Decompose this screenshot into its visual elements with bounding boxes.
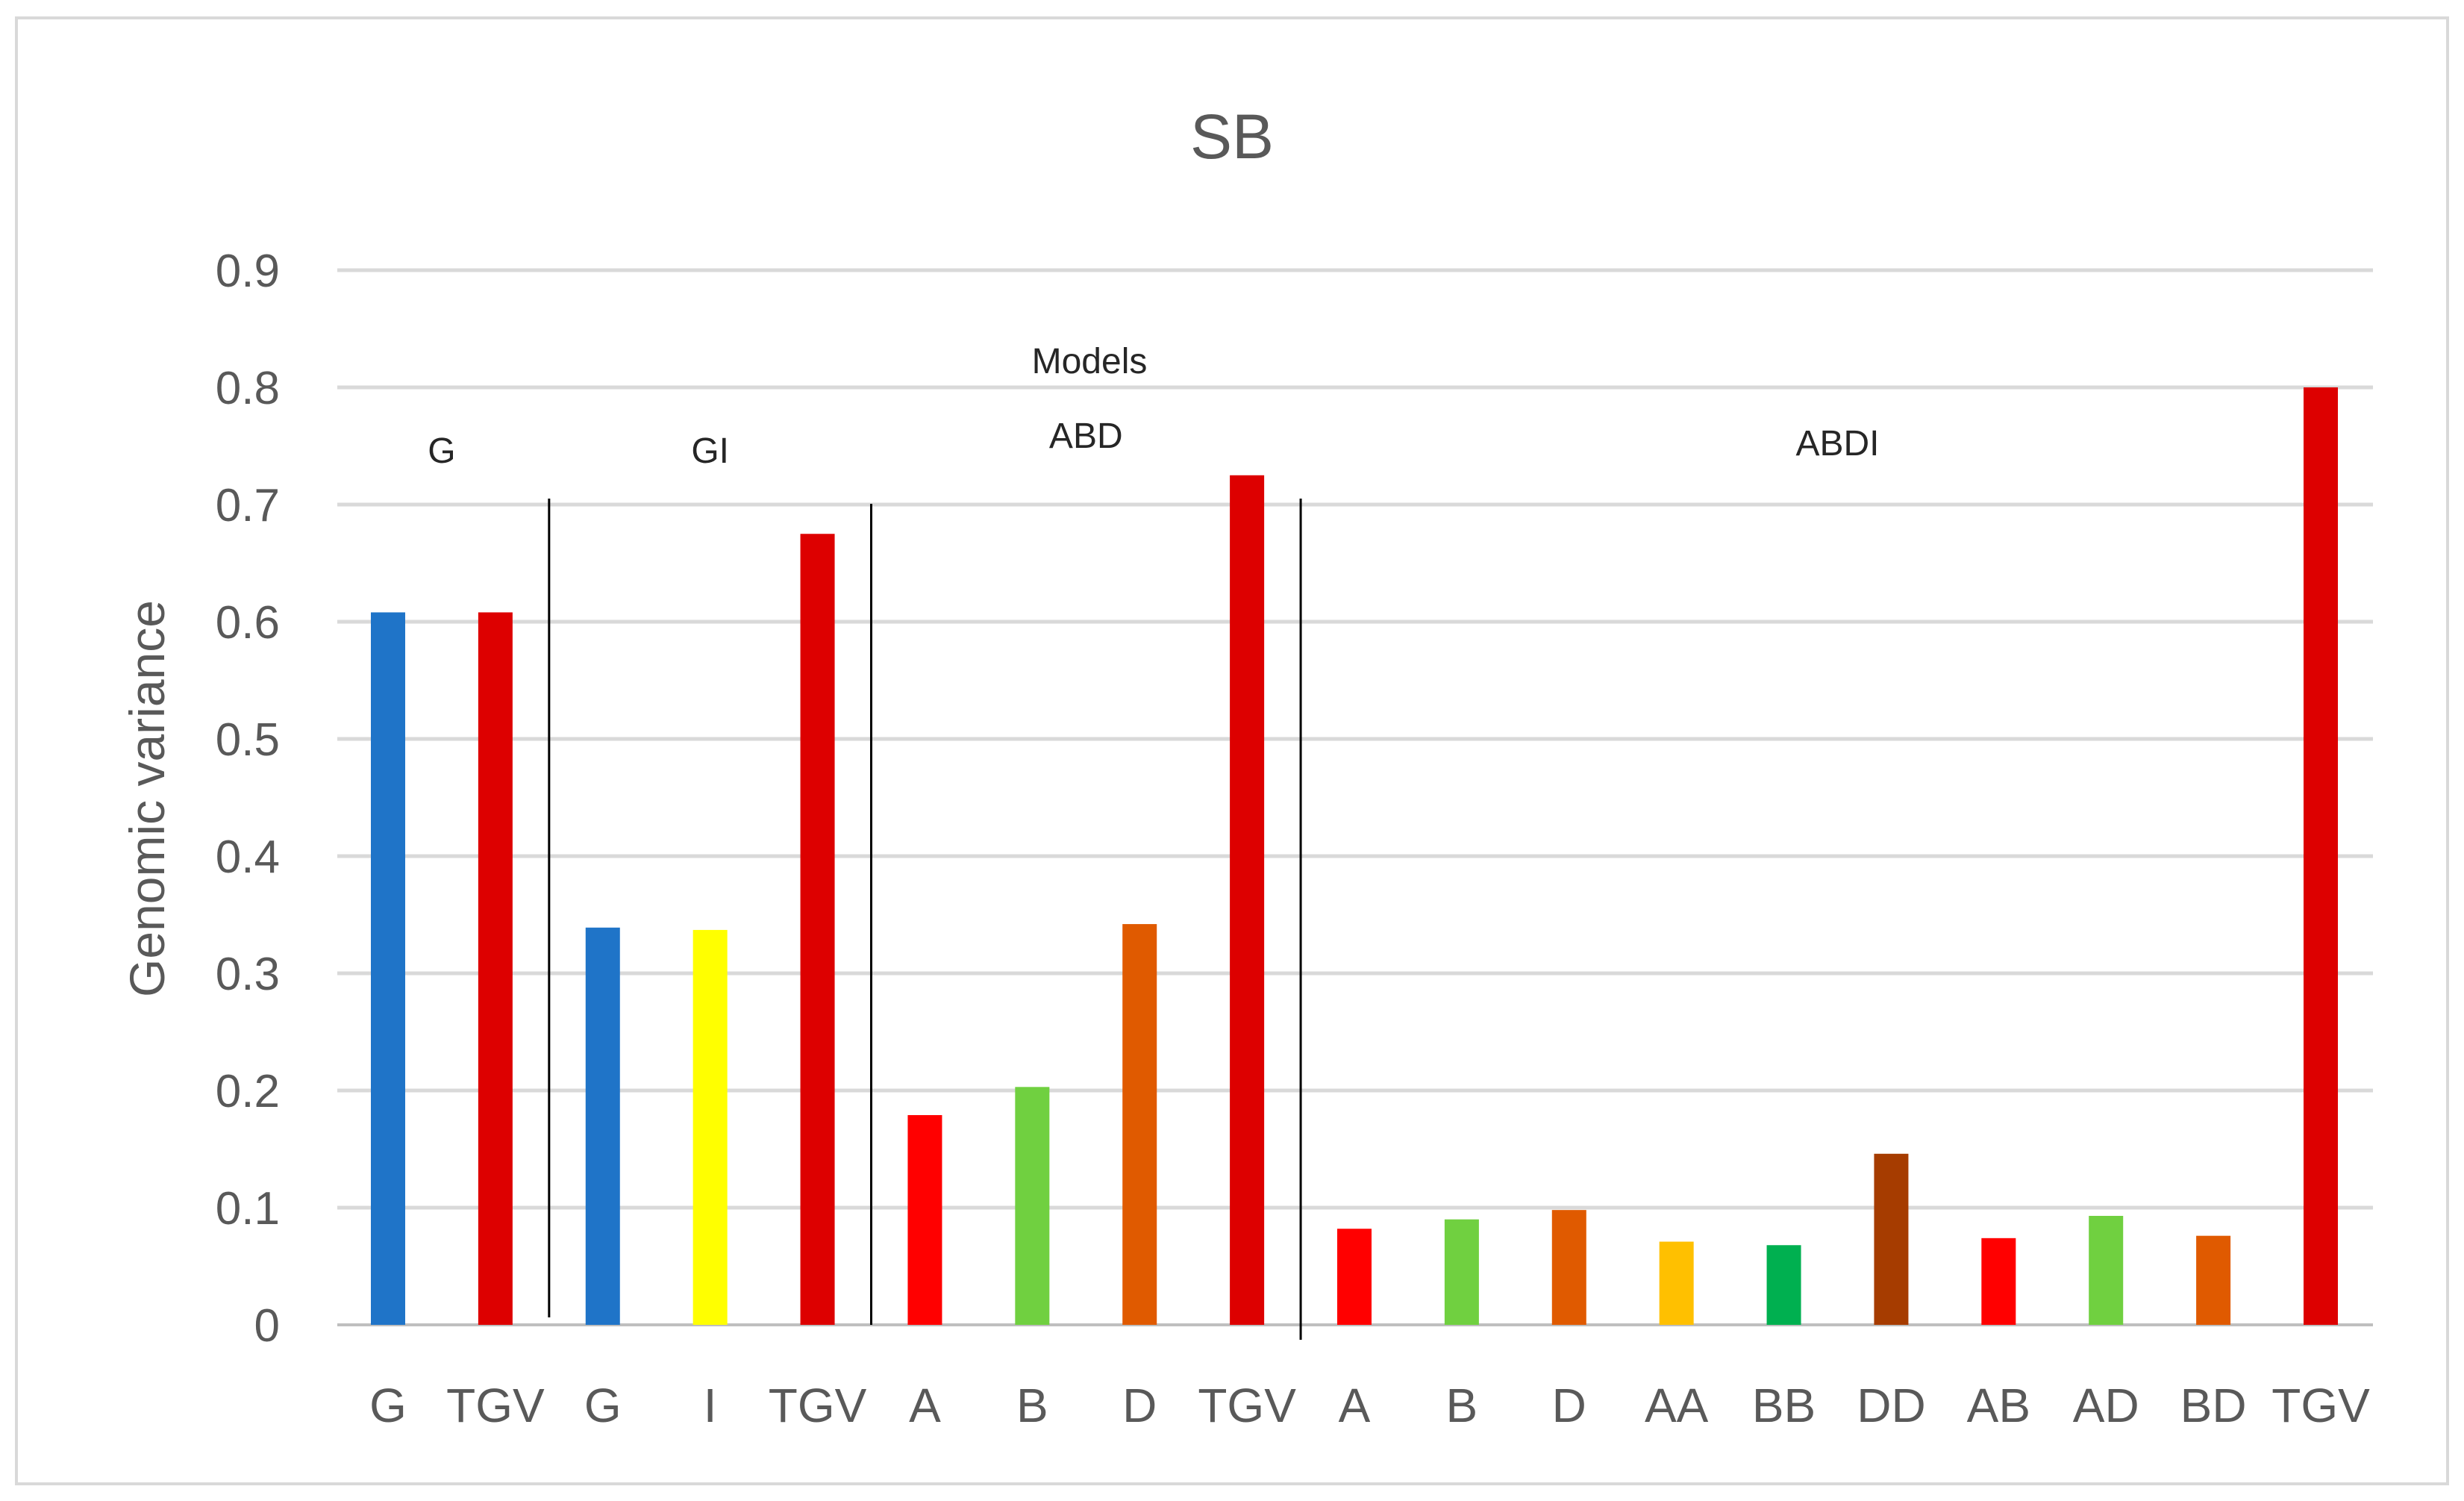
group-label: GI: [691, 431, 729, 471]
y-tick-label: 0.6: [216, 597, 280, 649]
bar: [1337, 1229, 1372, 1325]
group-label: ABDI: [1795, 424, 1879, 464]
x-tick-label: B: [1016, 1379, 1048, 1432]
bar: [1444, 1219, 1479, 1325]
x-tick-labels: G TGV G I TGV A B D TGV A B D AA BB DD AB AD BD TGV: [369, 1379, 2370, 1432]
x-tick-label: TGV: [1198, 1379, 1296, 1432]
bar: [1874, 1153, 1909, 1325]
bar: [1981, 1238, 2016, 1325]
bar: [1659, 1241, 1694, 1325]
bar: [800, 534, 835, 1325]
bars: [371, 387, 2338, 1325]
y-tick-label: 0.2: [216, 1066, 280, 1117]
x-tick-label: B: [1446, 1379, 1478, 1432]
x-tick-label: G: [584, 1379, 622, 1432]
y-tick-label: 0.8: [216, 363, 280, 414]
x-tick-label: AA: [1645, 1379, 1709, 1432]
bar: [478, 612, 513, 1325]
bar: [1766, 1245, 1801, 1325]
x-tick-label: AB: [1967, 1379, 2030, 1432]
y-tick-labels: 0 0.1 0.2 0.3 0.4 0.5 0.6 0.7 0.8 0.9: [216, 246, 280, 1352]
x-tick-label: BD: [2180, 1379, 2247, 1432]
y-tick-label: 0.7: [216, 480, 280, 531]
x-tick-label: TGV: [2271, 1379, 2370, 1432]
bar: [1230, 475, 1265, 1325]
x-tick-label: A: [909, 1379, 941, 1432]
bar: [585, 927, 620, 1325]
x-tick-label: I: [704, 1379, 717, 1432]
bar: [2089, 1215, 2124, 1325]
y-axis-label: Genomic variance: [119, 600, 175, 997]
x-tick-label: G: [369, 1379, 407, 1432]
group-label: ABD: [1049, 416, 1123, 456]
models-annotation: Models: [1032, 342, 1148, 381]
x-tick-label: D: [1122, 1379, 1157, 1432]
bar: [907, 1114, 942, 1325]
chart-title: SB: [1190, 102, 1274, 172]
bar: [2196, 1235, 2231, 1325]
bar: [1015, 1087, 1050, 1325]
group-label: G: [428, 431, 455, 471]
x-tick-label: D: [1552, 1379, 1586, 1432]
y-tick-label: 0.3: [216, 949, 280, 1000]
x-tick-label: TGV: [446, 1379, 545, 1432]
x-tick-label: TGV: [769, 1379, 867, 1432]
y-tick-label: 0: [254, 1300, 280, 1352]
x-tick-label: BB: [1752, 1379, 1816, 1432]
bar: [371, 612, 405, 1325]
bar: [1122, 924, 1157, 1325]
y-tick-label: 0.4: [216, 831, 280, 883]
bar: [2304, 387, 2338, 1325]
bar: [1551, 1210, 1586, 1325]
x-tick-label: AD: [2073, 1379, 2139, 1432]
group-labels: G GI ABD ABDI: [428, 416, 1879, 471]
x-tick-label: DD: [1857, 1379, 1925, 1432]
y-tick-label: 0.5: [216, 714, 280, 766]
y-tick-label: 0.9: [216, 246, 280, 297]
group-dividers: [548, 499, 1302, 1340]
x-tick-label: A: [1339, 1379, 1371, 1432]
gridlines: [337, 268, 2373, 1326]
y-tick-label: 0.1: [216, 1183, 280, 1235]
bar: [692, 929, 728, 1325]
